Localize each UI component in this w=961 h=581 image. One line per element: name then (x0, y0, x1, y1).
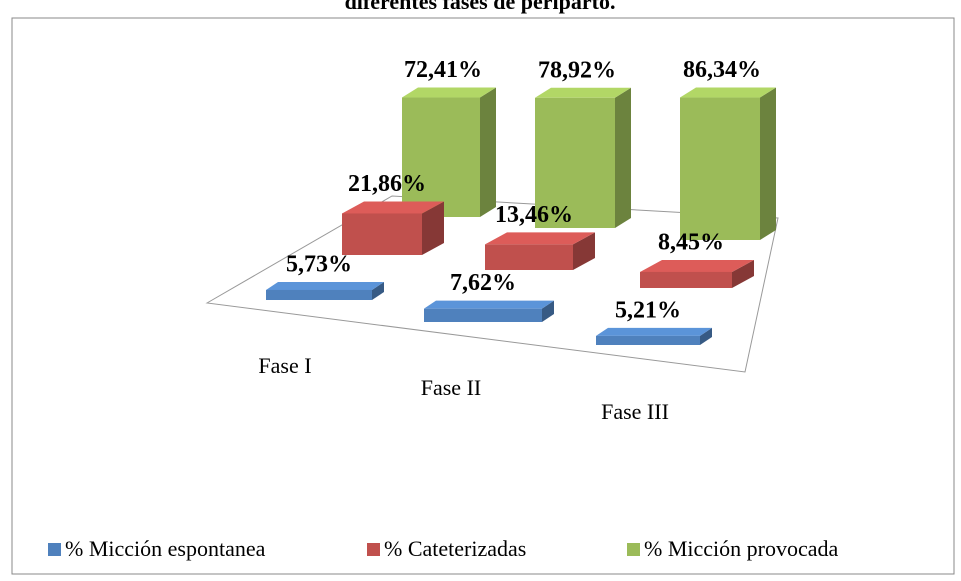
value-label: 78,92% (538, 57, 616, 83)
x-tick-label: Fase III (601, 399, 669, 424)
bar-front (424, 308, 542, 322)
bar-side (480, 87, 496, 217)
bar-side (700, 327, 712, 345)
bar (485, 232, 595, 270)
x-tick-label: Fase I (258, 353, 311, 378)
value-label: 21,86% (348, 171, 426, 197)
bar-front (640, 271, 732, 288)
bar-front (535, 97, 615, 228)
bar (596, 327, 712, 345)
bar-front (266, 289, 372, 300)
chart-title: diferentes fases de periparto. (345, 0, 616, 14)
value-label: 8,45% (658, 229, 724, 255)
bar-front (680, 97, 760, 240)
bar-top (640, 259, 754, 272)
bar-front (596, 335, 700, 345)
bar-side (542, 300, 554, 322)
bar-top (342, 201, 444, 214)
bar (424, 300, 554, 322)
legend-swatch (367, 543, 380, 556)
bar-front (342, 213, 422, 255)
bar (640, 259, 754, 288)
value-label: 5,21% (615, 297, 681, 323)
value-label: 5,73% (286, 251, 352, 277)
value-label: 86,34% (683, 57, 761, 83)
bar-side (615, 87, 631, 228)
legend-label: % Cateterizadas (384, 536, 526, 561)
bar (535, 87, 631, 228)
bar-top (596, 327, 712, 336)
bar-top (402, 87, 496, 98)
legend-swatch (48, 543, 61, 556)
legend-label: % Micción espontanea (65, 536, 266, 561)
bar-top (485, 232, 595, 245)
value-label: 7,62% (450, 270, 516, 296)
bar (266, 281, 384, 300)
legend-swatch (627, 543, 640, 556)
bar-side (760, 87, 776, 240)
bar-front (485, 244, 573, 270)
value-label: 13,46% (495, 202, 573, 228)
bar-top (535, 87, 631, 98)
bar-side (732, 259, 754, 288)
bar-top (266, 281, 384, 290)
bar (402, 87, 496, 217)
value-label: 72,41% (404, 57, 482, 83)
bar-top (680, 87, 776, 98)
bar (342, 201, 444, 255)
x-tick-label: Fase II (421, 375, 481, 400)
bar-top (424, 300, 554, 309)
bar-side (573, 232, 595, 270)
bar-front (402, 97, 480, 217)
legend-label: % Micción provocada (644, 536, 838, 561)
bar-side (372, 281, 384, 300)
bar-side (422, 201, 444, 255)
bar (680, 87, 776, 240)
